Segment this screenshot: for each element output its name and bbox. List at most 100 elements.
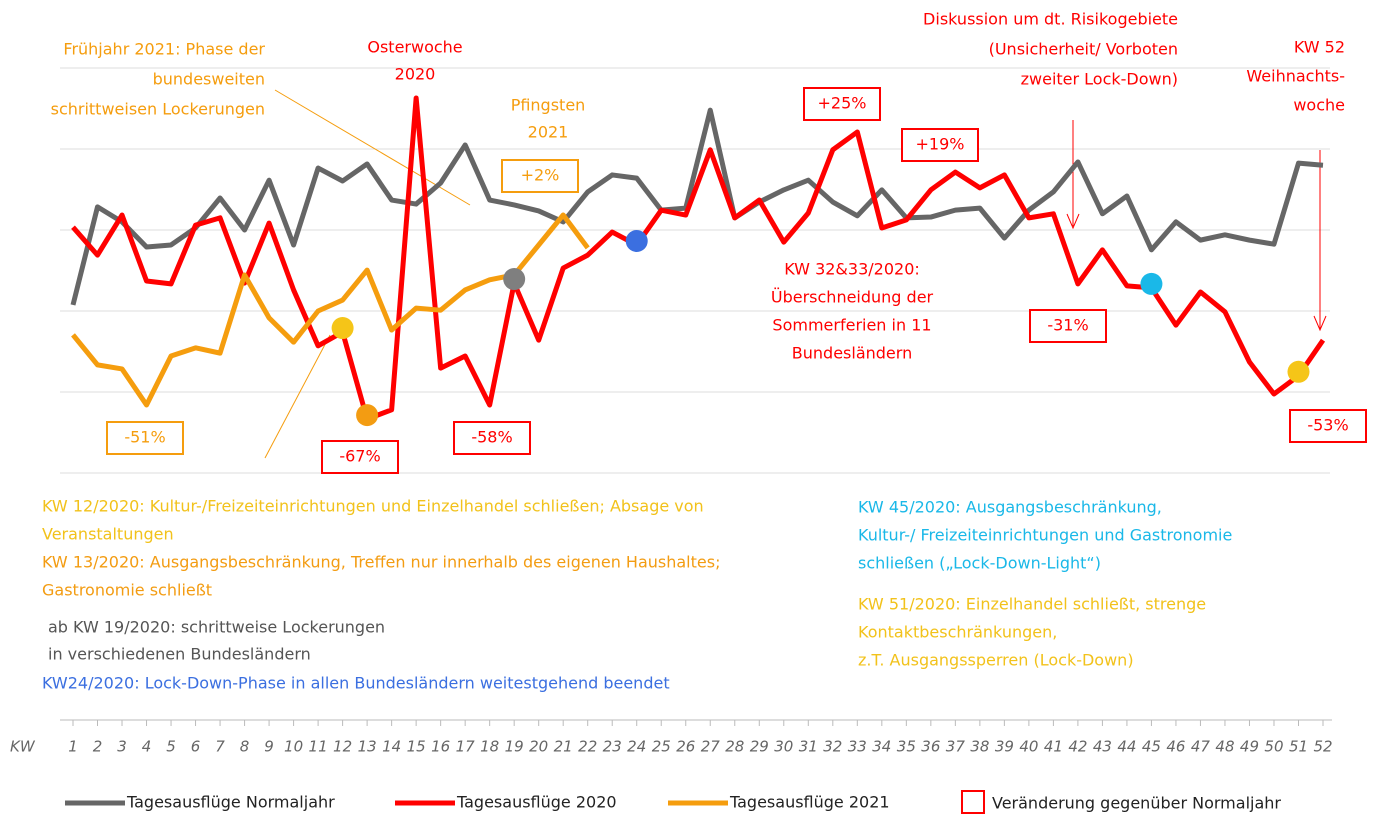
- x-tick-label: 41: [1044, 738, 1063, 756]
- change-box: [501, 159, 579, 193]
- x-tick-label: 21: [554, 738, 573, 756]
- annotation: Diskussion um dt. Risikogebiete: [923, 10, 1178, 29]
- change-label: +25%: [818, 94, 867, 113]
- x-tick-label: 8: [240, 738, 250, 756]
- x-tick-label: 37: [946, 738, 966, 756]
- x-tick-label: 44: [1117, 738, 1136, 756]
- highlight-point: [331, 317, 354, 340]
- note: KW 51/2020: Einzelhandel schließt, stren…: [858, 595, 1206, 614]
- x-tick-label: 15: [407, 738, 426, 756]
- annotation: 2021: [528, 123, 569, 142]
- x-tick-label: 29: [750, 738, 769, 756]
- series-line: [71, 212, 590, 408]
- change-label: -31%: [1047, 316, 1088, 335]
- x-tick-label: 16: [431, 738, 450, 756]
- x-tick-label: 12: [333, 738, 352, 756]
- note: KW 12/2020: Kultur-/Freizeiteinrichtunge…: [42, 497, 704, 516]
- note: in verschiedenen Bundesländern: [48, 645, 311, 664]
- x-tick-label: 30: [774, 738, 793, 756]
- annotation: KW 52: [1294, 38, 1345, 57]
- legend-label: Veränderung gegenüber Normaljahr: [992, 794, 1281, 813]
- x-tick-label: 10: [284, 738, 303, 756]
- x-tick-label: 3: [117, 738, 127, 756]
- highlight-point: [1140, 272, 1163, 295]
- annotation: Frühjahr 2021: Phase der: [63, 40, 265, 59]
- note: z.T. Ausgangssperren (Lock-Down): [858, 651, 1134, 670]
- x-tick-label: 51: [1289, 738, 1308, 756]
- change-box: [453, 421, 531, 455]
- change-label: -53%: [1307, 416, 1348, 435]
- x-tick-label: 24: [627, 738, 646, 756]
- x-tick-label: 39: [995, 738, 1014, 756]
- x-tick-label: 13: [358, 738, 377, 756]
- legend-label: Tagesausflüge 2021: [729, 793, 890, 812]
- annotation-arrow: [264, 334, 331, 459]
- x-tick-label: 9: [264, 738, 274, 756]
- change-box: [901, 128, 979, 162]
- x-tick-label: 11: [309, 738, 328, 756]
- note: schließen („Lock-Down-Light“): [858, 554, 1101, 573]
- change-box: [106, 421, 184, 455]
- arrow-head: [1313, 315, 1327, 332]
- legend-swatch: [961, 790, 985, 814]
- note: Kontaktbeschränkungen,: [858, 623, 1057, 642]
- x-tick-label: 47: [1191, 738, 1211, 756]
- x-tick-label: 20: [529, 738, 548, 756]
- highlight-point: [503, 268, 526, 291]
- x-tick-label: 1: [68, 738, 78, 756]
- annotation: Sommerferien in 11: [772, 316, 931, 335]
- annotation-arrow: [274, 89, 471, 206]
- annotation: Überschneidung der: [771, 288, 934, 307]
- x-tick-label: 4: [142, 738, 152, 756]
- highlight-point: [1287, 360, 1310, 383]
- note: KW24/2020: Lock-Down-Phase in allen Bund…: [42, 674, 670, 693]
- highlight-point: [356, 404, 379, 427]
- legend-label: Tagesausflüge 2020: [456, 793, 617, 812]
- x-tick-label: 40: [1019, 738, 1038, 756]
- x-tick-label: 49: [1240, 738, 1259, 756]
- change-box: [1029, 309, 1107, 343]
- x-tick-label: 45: [1142, 738, 1161, 756]
- x-tick-label: 43: [1093, 738, 1112, 756]
- annotation: zweiter Lock-Down): [1021, 70, 1178, 89]
- annotation: woche: [1293, 96, 1345, 115]
- x-tick-label: 34: [872, 738, 891, 756]
- change-label: +2%: [521, 166, 560, 185]
- x-tick-label: 33: [848, 738, 867, 756]
- x-tick-label: 26: [676, 738, 695, 756]
- annotation: Bundesländern: [792, 344, 912, 363]
- x-tick-label: 48: [1215, 738, 1234, 756]
- x-tick-label: 42: [1068, 738, 1087, 756]
- x-tick-label: 38: [970, 738, 989, 756]
- x-tick-label: 2: [93, 738, 103, 756]
- x-tick-label: 32: [823, 738, 842, 756]
- change-label: +19%: [916, 135, 965, 154]
- change-label: -58%: [471, 428, 512, 447]
- x-tick-label: 7: [215, 738, 225, 756]
- note: KW 13/2020: Ausgangsbeschränkung, Treffe…: [42, 553, 720, 572]
- annotation: Weihnachts-: [1246, 67, 1345, 86]
- annotation: (Unsicherheit/ Vorboten: [989, 40, 1178, 59]
- x-tick-label: 52: [1313, 738, 1332, 756]
- highlight-point: [625, 229, 648, 252]
- note: KW 45/2020: Ausgangsbeschränkung,: [858, 498, 1162, 517]
- annotation: Pfingsten: [511, 96, 586, 115]
- change-box: [803, 87, 881, 121]
- x-tick-label: 27: [701, 738, 721, 756]
- annotation: 2020: [395, 65, 436, 84]
- note: Kultur-/ Freizeiteinrichtungen und Gastr…: [858, 526, 1232, 545]
- x-tick-label: 17: [456, 738, 476, 756]
- x-tick-label: 14: [382, 738, 401, 756]
- arrow-head: [1066, 213, 1080, 230]
- change-label: -67%: [339, 447, 380, 466]
- x-tick-label: 31: [799, 738, 818, 756]
- annotation: schrittweisen Lockerungen: [51, 100, 265, 119]
- x-tick-label: 25: [652, 738, 671, 756]
- legend-label: Tagesausflüge Normaljahr: [126, 793, 335, 812]
- change-label: -51%: [124, 428, 165, 447]
- x-tick-label: 28: [725, 738, 744, 756]
- x-tick-label: 6: [191, 738, 201, 756]
- annotation: Osterwoche: [367, 38, 462, 57]
- x-tick-label: 23: [603, 738, 622, 756]
